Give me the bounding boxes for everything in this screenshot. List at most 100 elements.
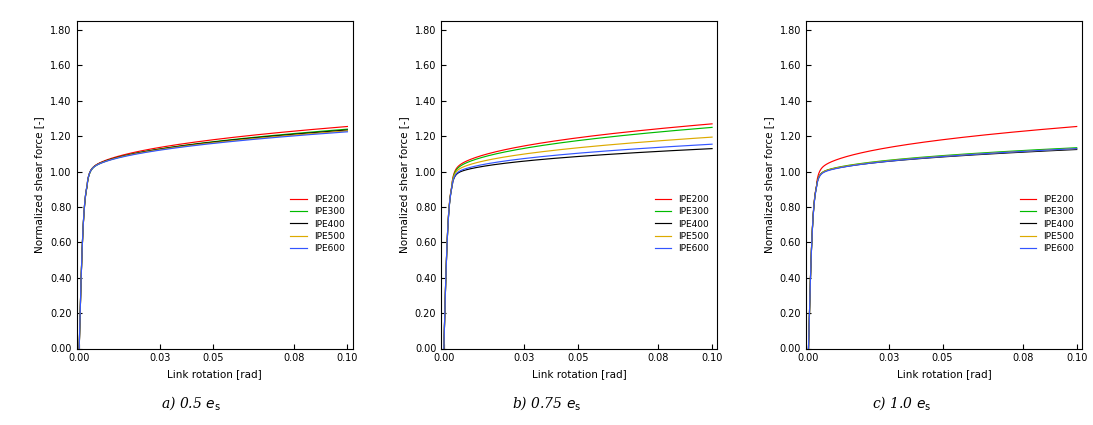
IPE200 bbox=[72, 346, 85, 351]
Legend: IPE200, IPE300, IPE400, IPE500, IPE600: IPE200, IPE300, IPE400, IPE500, IPE600 bbox=[1016, 192, 1078, 257]
IPE600 bbox=[926, 155, 939, 160]
IPE600 bbox=[648, 145, 661, 150]
IPE600 bbox=[333, 130, 346, 135]
IPE200 bbox=[203, 138, 216, 143]
IPE400 bbox=[451, 171, 465, 176]
IPE500 bbox=[926, 155, 939, 160]
IPE300 bbox=[333, 127, 346, 132]
IPE400 bbox=[437, 346, 450, 351]
IPE200 bbox=[333, 125, 346, 130]
IPE400 bbox=[697, 147, 710, 152]
IPE600 bbox=[932, 154, 945, 159]
IPE200 bbox=[561, 137, 574, 142]
IPE600 bbox=[567, 151, 580, 156]
IPE400 bbox=[333, 128, 346, 133]
IPE500 bbox=[341, 128, 354, 133]
IPE500 bbox=[932, 154, 945, 159]
IPE300 bbox=[341, 127, 354, 132]
IPE300 bbox=[196, 140, 209, 145]
IPE200 bbox=[697, 122, 710, 127]
IPE200 bbox=[1013, 129, 1026, 134]
IPE200 bbox=[802, 346, 815, 351]
Line: IPE300: IPE300 bbox=[79, 129, 348, 348]
IPE300 bbox=[333, 127, 346, 132]
IPE300 bbox=[926, 154, 939, 159]
IPE200 bbox=[451, 164, 465, 170]
IPE400 bbox=[926, 155, 939, 160]
IPE600 bbox=[561, 152, 574, 157]
IPE600 bbox=[333, 130, 346, 135]
IPE300 bbox=[697, 125, 710, 130]
IPE600 bbox=[437, 346, 450, 351]
Line: IPE600: IPE600 bbox=[444, 144, 712, 348]
Legend: IPE200, IPE300, IPE400, IPE500, IPE600: IPE200, IPE300, IPE400, IPE500, IPE600 bbox=[286, 192, 349, 257]
Text: a) 0.5 $e_\mathrm{s}$: a) 0.5 $e_\mathrm{s}$ bbox=[162, 394, 221, 412]
IPE300 bbox=[697, 125, 710, 130]
IPE200 bbox=[926, 139, 939, 144]
IPE400 bbox=[1062, 147, 1076, 153]
Text: b) 0.75 $e_\mathrm{s}$: b) 0.75 $e_\mathrm{s}$ bbox=[512, 394, 581, 412]
IPE200 bbox=[1062, 125, 1076, 130]
IPE200 bbox=[1070, 124, 1083, 129]
IPE300 bbox=[1062, 145, 1076, 150]
IPE500 bbox=[1070, 146, 1083, 151]
Y-axis label: Normalized shear force [-]: Normalized shear force [-] bbox=[399, 116, 409, 253]
IPE300 bbox=[1062, 146, 1076, 151]
IPE200 bbox=[697, 122, 710, 127]
IPE500 bbox=[196, 142, 209, 147]
IPE200 bbox=[705, 121, 718, 126]
IPE500 bbox=[802, 346, 815, 351]
Line: IPE200: IPE200 bbox=[809, 127, 1077, 348]
IPE500 bbox=[284, 133, 297, 138]
IPE500 bbox=[815, 170, 828, 175]
Line: IPE400: IPE400 bbox=[809, 150, 1077, 348]
IPE500 bbox=[333, 129, 346, 134]
Line: IPE600: IPE600 bbox=[79, 132, 348, 348]
IPE600 bbox=[697, 142, 710, 147]
IPE500 bbox=[697, 135, 710, 140]
IPE400 bbox=[333, 128, 346, 133]
IPE300 bbox=[932, 153, 945, 159]
IPE300 bbox=[567, 139, 580, 144]
Y-axis label: Normalized shear force [-]: Normalized shear force [-] bbox=[764, 116, 774, 253]
Line: IPE500: IPE500 bbox=[809, 149, 1077, 348]
IPE600 bbox=[203, 141, 216, 146]
IPE400 bbox=[203, 140, 216, 145]
IPE200 bbox=[567, 136, 580, 141]
IPE300 bbox=[451, 166, 465, 171]
IPE200 bbox=[333, 125, 346, 130]
IPE300 bbox=[561, 139, 574, 144]
IPE300 bbox=[437, 346, 450, 351]
IPE500 bbox=[451, 168, 465, 173]
IPE300 bbox=[815, 170, 828, 175]
IPE600 bbox=[196, 142, 209, 147]
IPE600 bbox=[815, 171, 828, 176]
IPE400 bbox=[697, 147, 710, 152]
Line: IPE200: IPE200 bbox=[444, 124, 712, 348]
IPE400 bbox=[802, 346, 815, 351]
IPE600 bbox=[705, 142, 718, 147]
X-axis label: Link rotation [rad]: Link rotation [rad] bbox=[167, 369, 262, 379]
IPE500 bbox=[86, 165, 99, 170]
IPE300 bbox=[86, 166, 99, 171]
Line: IPE600: IPE600 bbox=[809, 149, 1077, 348]
IPE400 bbox=[341, 128, 354, 133]
IPE400 bbox=[284, 132, 297, 137]
IPE500 bbox=[648, 139, 661, 144]
IPE200 bbox=[196, 139, 209, 144]
IPE500 bbox=[1013, 149, 1026, 154]
IPE500 bbox=[705, 135, 718, 140]
IPE400 bbox=[72, 346, 85, 351]
IPE500 bbox=[697, 135, 710, 140]
IPE300 bbox=[1070, 145, 1083, 150]
IPE200 bbox=[815, 165, 828, 170]
IPE200 bbox=[437, 346, 450, 351]
Legend: IPE200, IPE300, IPE400, IPE500, IPE600: IPE200, IPE300, IPE400, IPE500, IPE600 bbox=[651, 192, 713, 257]
Line: IPE400: IPE400 bbox=[444, 149, 712, 348]
IPE200 bbox=[341, 124, 354, 129]
IPE400 bbox=[1070, 147, 1083, 152]
IPE300 bbox=[284, 131, 297, 136]
X-axis label: Link rotation [rad]: Link rotation [rad] bbox=[532, 369, 626, 379]
IPE500 bbox=[561, 146, 574, 151]
IPE200 bbox=[1062, 125, 1076, 130]
